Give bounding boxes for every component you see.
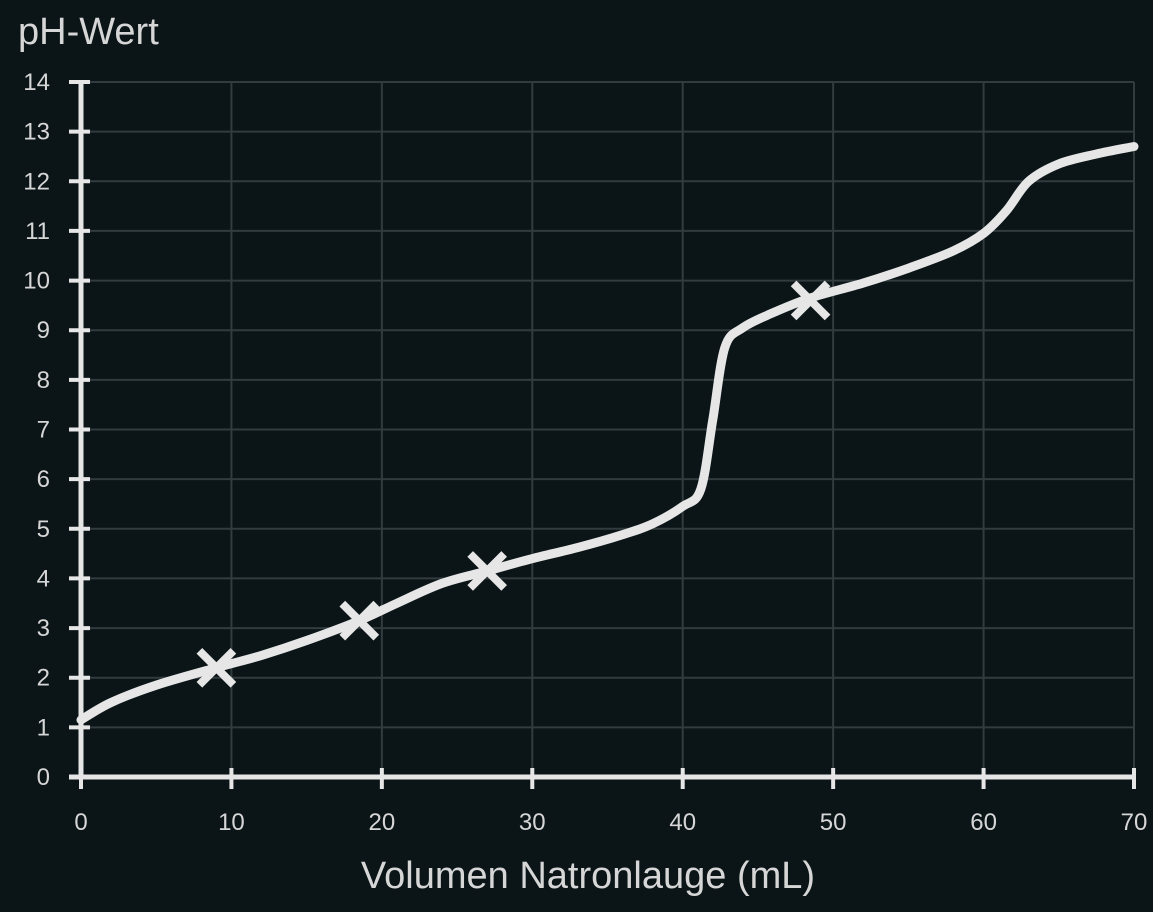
y-tick-label-14: 14 — [23, 69, 50, 96]
y-tick-label-12: 12 — [23, 168, 50, 195]
marker-x-0 — [196, 647, 237, 688]
marker-stroke — [196, 647, 237, 688]
titration-curve — [76, 142, 1139, 725]
x-axis-title: Volumen Natronlauge (mL) — [361, 855, 815, 897]
marker-x-2 — [467, 551, 507, 591]
y-tick-label-6: 6 — [37, 466, 50, 493]
marker-stroke — [467, 551, 507, 591]
marker-x-1 — [339, 600, 380, 641]
y-tick-label-11: 11 — [25, 218, 50, 245]
marker-stroke — [790, 280, 831, 321]
y-tick-label-7: 7 — [37, 417, 50, 444]
y-tick-label-10: 10 — [23, 268, 50, 295]
x-tick-label-10: 10 — [218, 809, 245, 836]
marker-stroke — [339, 600, 380, 641]
x-tick-label-30: 30 — [519, 809, 546, 836]
y-tick-label-8: 8 — [37, 367, 50, 394]
y-tick-label-3: 3 — [37, 615, 50, 642]
y-tick-label-5: 5 — [37, 516, 50, 543]
y-tick-label-4: 4 — [37, 565, 50, 592]
x-tick-label-0: 0 — [74, 809, 87, 836]
x-tick-label-60: 60 — [970, 809, 997, 836]
grid — [81, 81, 1135, 777]
y-axis-title: pH-Wert — [18, 11, 159, 53]
y-tick-label-1: 1 — [37, 714, 50, 741]
x-tick-label-20: 20 — [369, 809, 396, 836]
x-tick-label-50: 50 — [820, 809, 847, 836]
markers — [196, 280, 831, 688]
y-tick-label-0: 0 — [37, 764, 50, 791]
y-tick-label-13: 13 — [23, 119, 50, 146]
y-tick-label-9: 9 — [37, 317, 50, 344]
x-tick-label-70: 70 — [1121, 809, 1148, 836]
marker-x-3 — [790, 280, 831, 321]
y-tick-label-2: 2 — [37, 665, 50, 692]
ticks — [69, 80, 1136, 789]
x-tick-label-40: 40 — [669, 809, 696, 836]
